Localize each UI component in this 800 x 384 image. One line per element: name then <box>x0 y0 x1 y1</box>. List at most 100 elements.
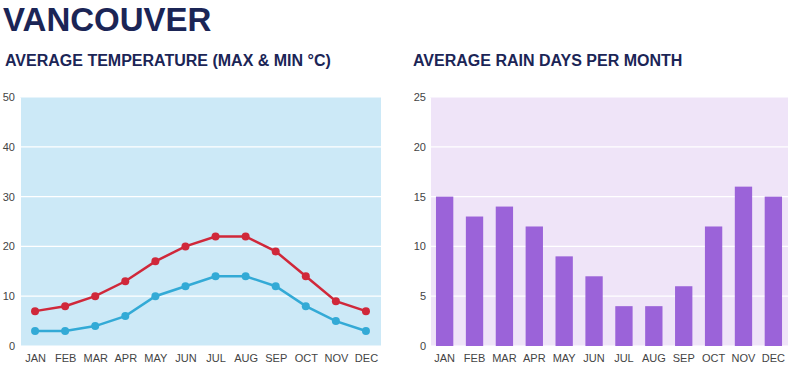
x-axis: JAN FEB MAR APR MAY JUN JUL AUG SEP OCT NOV DEC <box>21 346 382 364</box>
y-tick: 15 <box>414 191 430 203</box>
x-tick: NOV <box>324 346 349 364</box>
marker <box>332 297 340 305</box>
marker <box>91 322 99 330</box>
marker <box>362 307 370 315</box>
y-tick: 10 <box>3 290 20 302</box>
tick-label: DEC <box>762 352 785 364</box>
grid-line <box>20 296 381 297</box>
tick-label: 20 <box>414 141 426 153</box>
tick-label: 40 <box>3 141 15 153</box>
grid-line <box>20 246 381 247</box>
tick-label: DEC <box>355 352 378 364</box>
grid-line <box>20 345 381 346</box>
tick-label: 30 <box>3 191 15 203</box>
tick-label: AUG <box>234 352 258 364</box>
tick-label: MAY <box>553 352 577 364</box>
x-axis: JANFEBMARAPRMAYJUNJULAUGSEPOCTNOVDEC <box>431 346 789 364</box>
bar <box>526 226 543 346</box>
y-tick: 5 <box>420 290 430 302</box>
x-tick: MAY <box>144 346 168 364</box>
x-tick: DEC <box>355 346 378 364</box>
tick-label: JUL <box>206 352 226 364</box>
bar <box>735 187 752 346</box>
tick-label: OCT <box>702 352 726 364</box>
x-tick: NOV <box>732 346 757 364</box>
tick-label: JAN <box>25 352 46 364</box>
tick-label: NOV <box>324 352 349 364</box>
axis-line <box>20 98 21 347</box>
chart-title: AVERAGE RAIN DAYS PER MONTH <box>413 52 682 69</box>
axis-line <box>431 346 789 347</box>
x-tick: JUN <box>175 346 196 364</box>
tick-label: MAR <box>83 352 108 364</box>
grid-line <box>430 196 788 197</box>
tick-label: MAR <box>492 352 517 364</box>
page-title: VANCOUVER <box>3 1 212 38</box>
x-tick: OCT <box>295 346 319 364</box>
marker <box>181 242 189 250</box>
x-tick: OCT <box>702 346 726 364</box>
axis-line <box>21 346 382 347</box>
x-tick: DEC <box>762 346 785 364</box>
bar <box>466 217 483 346</box>
x-tick: FEB <box>464 346 485 364</box>
grid <box>20 97 381 346</box>
x-tick: MAR <box>492 346 517 364</box>
x-tick: JUL <box>614 346 634 364</box>
marker <box>302 302 310 310</box>
marker <box>121 277 129 285</box>
x-tick: JUN <box>583 346 604 364</box>
tick-label: 10 <box>414 240 426 252</box>
x-tick: JAN <box>434 346 455 364</box>
marker <box>151 257 159 265</box>
tick-label: OCT <box>295 352 319 364</box>
tick-label: JAN <box>434 352 455 364</box>
grid-line <box>430 146 788 147</box>
marker <box>151 292 159 300</box>
tick-label: NOV <box>732 352 757 364</box>
tick-label: 10 <box>3 290 15 302</box>
bar <box>556 256 573 346</box>
tick-label: 15 <box>414 191 426 203</box>
y-tick: 10 <box>414 240 430 252</box>
bar <box>436 197 453 346</box>
line <box>35 276 366 331</box>
tick-label: MAY <box>144 352 168 364</box>
marker <box>302 272 310 280</box>
x-tick: FEB <box>55 346 76 364</box>
line <box>35 236 366 311</box>
tick-label: FEB <box>464 352 485 364</box>
tick-label: 0 <box>420 340 426 352</box>
y-tick: 20 <box>3 240 20 252</box>
x-tick: MAR <box>83 346 108 364</box>
y-axis: 0 5 10 15 20 25 <box>414 91 431 352</box>
x-tick: MAY <box>553 346 577 364</box>
marker <box>362 327 370 335</box>
marker <box>272 247 280 255</box>
plot-background <box>20 97 381 346</box>
tick-label: 5 <box>420 290 426 302</box>
grid-line <box>430 345 788 346</box>
marker <box>61 327 69 335</box>
grid-line <box>430 96 788 97</box>
tick-label: 50 <box>3 91 15 103</box>
tick-label: SEP <box>265 352 287 364</box>
grid-line <box>20 96 381 97</box>
bar <box>496 207 513 346</box>
axis-line <box>430 98 431 347</box>
bar <box>675 286 692 346</box>
x-tick: SEP <box>265 346 287 364</box>
chart-canvas: VANCOUVER AVERAGE TEMPERATURE (MAX & MIN … <box>0 0 800 384</box>
grid-line <box>20 146 381 147</box>
chart-bar: AVERAGE RAIN DAYS PER MONTH 0 5 10 15 20 25 JAN… <box>413 52 789 364</box>
chart-title: AVERAGE TEMPERATURE (MAX & MIN °C) <box>5 52 331 69</box>
x-tick: JUL <box>206 346 226 364</box>
marker <box>242 232 250 240</box>
x-tick: APR <box>114 346 137 364</box>
y-tick: 0 <box>9 340 20 352</box>
tick-label: 25 <box>414 91 426 103</box>
y-tick: 30 <box>3 191 20 203</box>
tick-label: 0 <box>9 340 15 352</box>
x-tick: AUG <box>642 346 666 364</box>
marker <box>121 312 129 320</box>
